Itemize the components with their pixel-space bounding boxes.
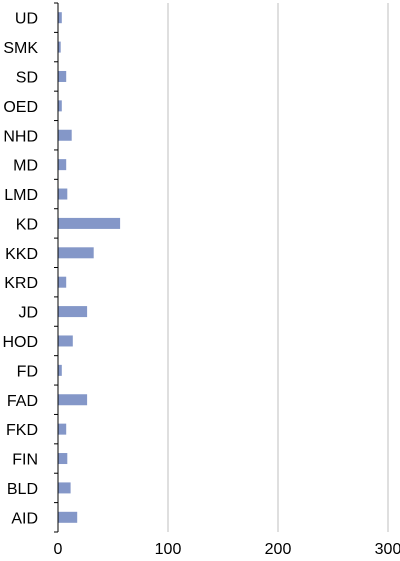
category-label-kkd: KKD <box>5 246 38 263</box>
category-label-fd: FD <box>17 363 38 380</box>
x-tick-label-200: 200 <box>265 541 292 558</box>
bar-kkd <box>58 247 94 259</box>
category-label-kd: KD <box>16 216 38 233</box>
bar-md <box>58 159 67 171</box>
x-tick-labels: 0 100 200 300 <box>54 541 400 558</box>
axes <box>54 2 59 533</box>
x-tick-label-300: 300 <box>375 541 400 558</box>
category-label-lmd: LMD <box>4 187 38 204</box>
bar-hod <box>58 335 73 347</box>
category-label-hod: HOD <box>2 334 38 351</box>
bar-lmd <box>58 188 68 200</box>
category-label-smk: SMK <box>3 40 38 57</box>
category-label-nhd: NHD <box>3 128 38 145</box>
bar-bld <box>58 482 71 494</box>
bar-sd <box>58 70 67 82</box>
category-label-aid: AID <box>11 510 38 527</box>
bar-aid <box>58 511 78 523</box>
category-label-oed: OED <box>3 99 38 116</box>
category-label-sd: SD <box>16 69 38 86</box>
bar-fin <box>58 453 68 465</box>
gridlines <box>167 3 389 532</box>
category-labels: UD SMK SD OED NHD MD LMD KD KKD KRD JD HOD FD FAD FKD F… <box>2 11 38 528</box>
bar-kd <box>58 217 121 229</box>
bar-fad <box>58 394 88 406</box>
bar-ud <box>58 12 62 24</box>
category-label-krd: KRD <box>4 275 38 292</box>
x-tick-label-100: 100 <box>155 541 182 558</box>
category-label-md: MD <box>13 158 38 175</box>
bar-oed <box>58 100 62 112</box>
bar-fkd <box>58 423 67 435</box>
bar-smk <box>58 41 61 53</box>
bars <box>58 12 121 523</box>
category-label-jd: JD <box>18 305 38 322</box>
bar-nhd <box>58 129 72 141</box>
category-label-fin: FIN <box>12 452 38 469</box>
bar-fd <box>58 364 62 376</box>
category-label-ud: UD <box>15 11 38 28</box>
x-tick-label-0: 0 <box>54 541 63 558</box>
category-label-fad: FAD <box>7 393 38 410</box>
category-label-fkd: FKD <box>6 422 38 439</box>
category-label-bld: BLD <box>7 481 38 498</box>
bar-jd <box>58 306 88 318</box>
bar-krd <box>58 276 67 288</box>
